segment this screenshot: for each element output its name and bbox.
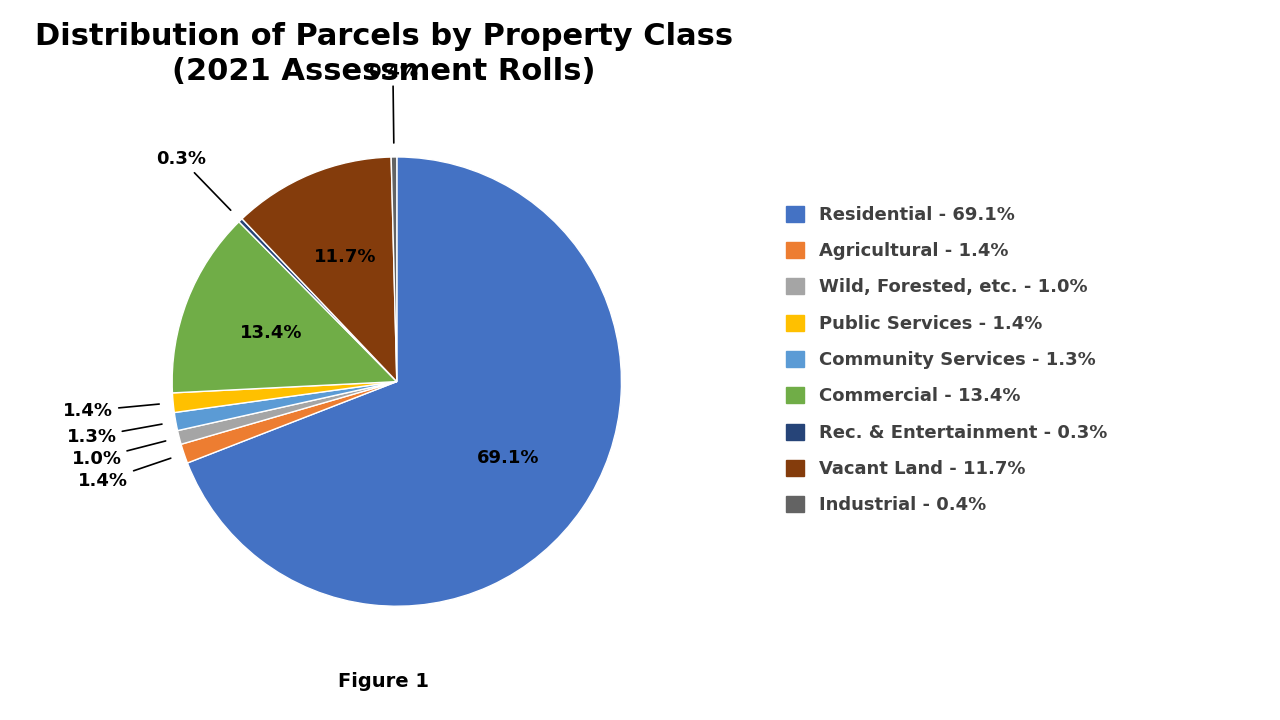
Text: 0.3%: 0.3% (156, 150, 230, 210)
Text: 69.1%: 69.1% (476, 449, 539, 467)
Legend: Residential - 69.1%, Agricultural - 1.4%, Wild, Forested, etc. - 1.0%, Public Se: Residential - 69.1%, Agricultural - 1.4%… (777, 197, 1116, 523)
Text: 13.4%: 13.4% (239, 324, 302, 342)
Wedge shape (180, 382, 397, 463)
Wedge shape (187, 157, 621, 606)
Text: 1.3%: 1.3% (67, 424, 163, 446)
Text: 1.4%: 1.4% (78, 458, 170, 490)
Wedge shape (174, 382, 397, 431)
Text: Distribution of Parcels by Property Class
(2021 Assessment Rolls): Distribution of Parcels by Property Clas… (35, 22, 733, 86)
Wedge shape (242, 157, 397, 382)
Wedge shape (239, 219, 397, 382)
Wedge shape (178, 382, 397, 444)
Text: 11.7%: 11.7% (314, 248, 376, 266)
Wedge shape (173, 222, 397, 393)
Wedge shape (392, 157, 397, 382)
Text: 1.0%: 1.0% (72, 441, 165, 468)
Wedge shape (173, 382, 397, 413)
Text: Figure 1: Figure 1 (338, 672, 430, 691)
Text: 0.4%: 0.4% (367, 63, 417, 143)
Text: 1.4%: 1.4% (63, 402, 159, 420)
